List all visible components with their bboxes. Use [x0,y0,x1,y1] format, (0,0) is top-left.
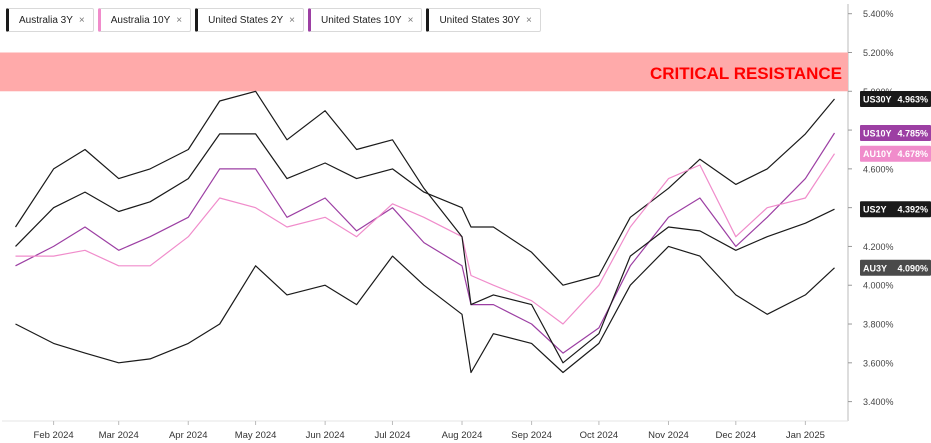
y-tick-label: 4.200% [863,242,894,252]
series-value-tag [860,91,931,108]
x-tick-label: May 2024 [235,430,277,441]
x-tick-label: Aug 2024 [442,430,483,441]
legend-label: United States 10Y [320,14,402,26]
series-tag-value: 4.678% [897,149,928,159]
y-tick-label: 4.600% [863,164,894,174]
x-tick-label: Feb 2024 [34,430,74,441]
y-tick-label: 3.600% [863,358,894,368]
series-tag-name: US10Y [863,128,892,138]
series-tag-name: US30Y [863,95,892,105]
series-tag-value: 4.785% [897,128,928,138]
legend-chip[interactable]: United States 30Y × [426,8,541,32]
legend-chip[interactable]: United States 10Y × [307,8,423,32]
legend-label: United States 30Y [439,14,521,26]
x-tick-label: Jul 2024 [375,430,411,441]
legend-label: Australia 10Y [110,14,171,26]
series-value-tag [860,124,931,141]
y-tick-label: 5.200% [863,48,894,58]
series-line-au3y [15,245,835,374]
x-tick-label: Dec 2024 [715,430,756,441]
series-value-tag [860,259,931,276]
x-tick-label: Nov 2024 [648,430,689,441]
series-value-tag [860,201,931,218]
close-icon[interactable]: × [78,14,85,26]
critical-resistance-label: CRITICAL RESISTANCE [650,64,842,83]
x-tick-label: Sep 2024 [511,430,552,441]
series-tag-value: 4.963% [897,95,928,105]
series-tag-value: 4.392% [897,205,928,215]
series-tag-name: AU10Y [863,149,892,159]
series-line-au10y [15,153,836,325]
y-tick-label: 5.400% [863,9,894,19]
close-icon[interactable]: × [526,14,532,26]
series-value-tag [860,145,931,162]
series-line-us30y [15,98,835,286]
x-tick-label: Apr 2024 [169,430,208,441]
legend-label: United States 2Y [208,14,284,26]
x-tick-label: Jun 2024 [306,430,345,441]
x-tick-label: Jan 2025 [786,430,825,441]
series-line-us2y [14,90,835,364]
y-tick-label: 4.000% [863,281,894,291]
series-tag-value: 4.090% [897,263,928,273]
series-tag-name: AU3Y [863,263,887,273]
legend-label: Australia 3Y [19,14,73,26]
legend-chip[interactable]: United States 2Y × [195,8,304,32]
y-tick-label: 3.800% [863,320,894,330]
close-icon[interactable]: × [407,14,414,26]
legend: Australia 3Y × Australia 10Y × United States… [6,8,541,32]
x-tick-label: Oct 2024 [580,430,619,441]
series-line-us10y [15,132,836,354]
critical-resistance-band [0,52,848,92]
legend-chip[interactable]: Australia 3Y × [6,8,94,32]
series-tag-name: US2Y [863,205,887,215]
x-tick-label: Mar 2024 [99,430,139,441]
close-icon[interactable]: × [176,14,183,26]
y-tick-label: 3.400% [863,397,894,407]
close-icon[interactable]: × [289,14,295,26]
legend-chip[interactable]: Australia 10Y × [97,8,192,32]
